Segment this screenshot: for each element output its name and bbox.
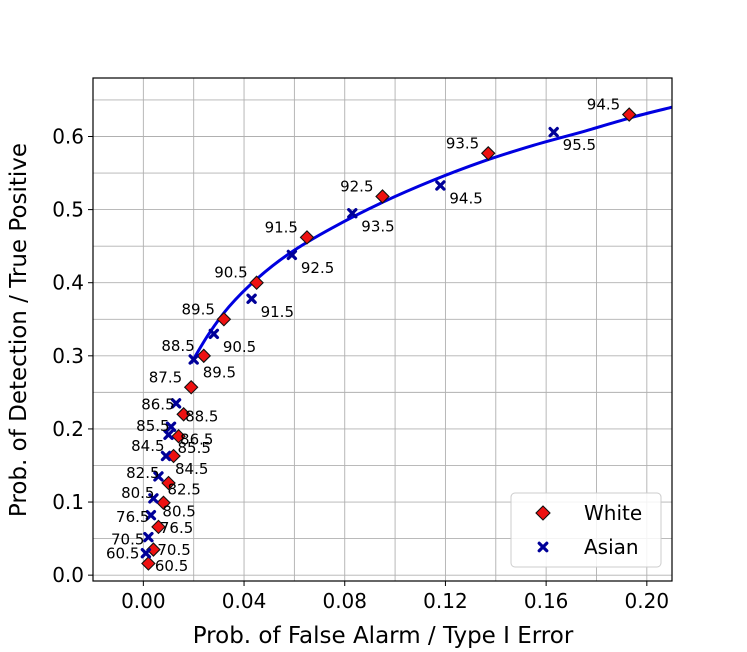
asian-marker: [165, 421, 177, 432]
asian-marker: [163, 429, 174, 440]
asian-marker: [188, 354, 199, 365]
white-point-label: 89.5: [181, 300, 214, 318]
axis-ticks: 0.00 0.04 0.08 0.12 0.16 0.20 0.0 0.1 0.2 0.3 0.4 0…: [52, 124, 669, 613]
legend-marker-asian: [537, 541, 549, 553]
white-point-label: 85.5: [136, 417, 169, 435]
white-marker: [183, 379, 199, 395]
y-tick-label: 0.1: [52, 490, 84, 514]
y-tick-label: 0.0: [52, 563, 84, 587]
point-labels: 60.570.576.580.582.584.585.586.587.588.5…: [106, 96, 620, 576]
plot-frame: [92, 77, 673, 582]
asian-point-label: 82.5: [167, 480, 200, 498]
asian-marker: [143, 531, 154, 543]
white-marker: [141, 556, 156, 571]
asian-point-label: 86.5: [180, 431, 213, 449]
y-tick-label: 0.4: [52, 271, 84, 295]
legend-cross-icon: [537, 541, 549, 553]
legend-label-asian: Asian: [584, 535, 639, 559]
white-point-label: 60.5: [106, 544, 139, 562]
legend: White Asian: [510, 492, 662, 568]
asian-point-label: 89.5: [203, 363, 236, 381]
white-marker: [216, 311, 232, 327]
x-tick-label: 0.00: [121, 589, 166, 613]
white-marker: [151, 519, 166, 535]
asian-marker: [153, 471, 164, 482]
asian-point-label: 80.5: [162, 502, 195, 520]
white-point-label: 90.5: [214, 264, 247, 282]
white-marker: [196, 348, 212, 364]
asian-marker: [148, 493, 159, 504]
legend-diamond-icon: [535, 505, 551, 521]
asian-marker: [286, 249, 298, 261]
asian-point-label: 95.5: [563, 136, 596, 154]
white-point-label: 92.5: [340, 177, 373, 195]
asian-point-label: 90.5: [223, 338, 256, 356]
asian-point-label: 92.5: [301, 259, 334, 277]
asian-marker: [208, 328, 220, 340]
legend-label-white: White: [584, 501, 642, 525]
x-tick-label: 0.04: [222, 589, 267, 613]
white-marker: [621, 107, 637, 122]
white-point-label: 87.5: [149, 368, 182, 386]
y-tick-label: 0.3: [52, 344, 84, 368]
white-point-label: 82.5: [126, 464, 159, 482]
white-marker: [161, 475, 176, 491]
asian-marker: [548, 126, 559, 138]
white-marker: [480, 146, 496, 161]
asian-point-label: 88.5: [185, 407, 218, 425]
x-tick-label: 0.08: [322, 589, 367, 613]
asian-point-label: 93.5: [361, 217, 394, 235]
y-axis-title: Prob. of Detection / True Positive: [6, 143, 32, 517]
white-point-label: 80.5: [121, 484, 154, 502]
asian-marker: [246, 293, 257, 304]
white-point-label: 86.5: [141, 395, 174, 413]
asian-marker: [435, 180, 446, 191]
asian-point-label: 94.5: [449, 189, 482, 207]
y-tick-label: 0.5: [52, 198, 84, 222]
x-tick-label: 0.20: [625, 589, 670, 613]
asian-point-label: 76.5: [160, 519, 193, 537]
data-markers: [140, 107, 637, 571]
white-point-label: 84.5: [131, 437, 164, 455]
white-marker: [299, 230, 315, 245]
y-tick-label: 0.6: [52, 124, 84, 148]
asian-marker: [170, 398, 182, 409]
asian-point-label: 60.5: [155, 557, 188, 575]
white-point-label: 88.5: [161, 337, 194, 355]
white-point-label: 93.5: [446, 134, 479, 152]
asian-marker: [140, 548, 152, 559]
white-marker: [375, 189, 390, 204]
white-point-label: 91.5: [265, 218, 298, 236]
legend-marker-white: [535, 505, 551, 521]
white-marker: [249, 275, 264, 290]
white-marker: [171, 428, 186, 444]
asian-marker: [160, 450, 172, 462]
x-axis-title: Prob. of False Alarm / Type I Error: [193, 623, 574, 649]
white-point-label: 76.5: [116, 508, 149, 526]
x-tick-label: 0.16: [524, 589, 569, 613]
white-marker: [176, 407, 191, 422]
x-tick-label: 0.12: [423, 589, 468, 613]
y-tick-label: 0.2: [52, 417, 84, 441]
asian-marker: [347, 208, 358, 219]
asian-point-label: 91.5: [261, 303, 294, 321]
white-marker: [146, 542, 161, 557]
asian-point-label: 70.5: [157, 541, 190, 559]
white-marker: [156, 495, 171, 511]
asian-point-label: 85.5: [178, 439, 211, 457]
asian-point-label: 84.5: [175, 460, 208, 478]
asian-marker: [145, 510, 157, 521]
white-point-label: 94.5: [587, 96, 620, 114]
white-point-label: 70.5: [111, 531, 144, 549]
